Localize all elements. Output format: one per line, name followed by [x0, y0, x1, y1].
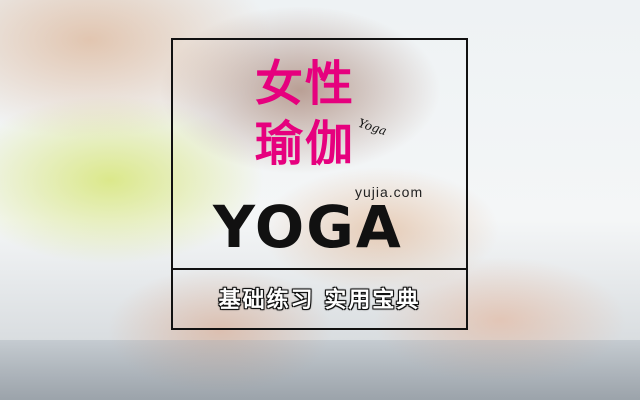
yoga-mat	[0, 340, 640, 400]
banner-frame	[171, 38, 468, 330]
frame-divider	[171, 268, 468, 270]
title-line-2: 瑜伽	[255, 116, 356, 172]
headline-yoga: YOGA	[213, 193, 403, 261]
title-line-1: 女性	[255, 56, 356, 112]
subtitle: 基础练习 实用宝典	[218, 288, 421, 313]
site-url: yujia.com	[355, 184, 424, 200]
